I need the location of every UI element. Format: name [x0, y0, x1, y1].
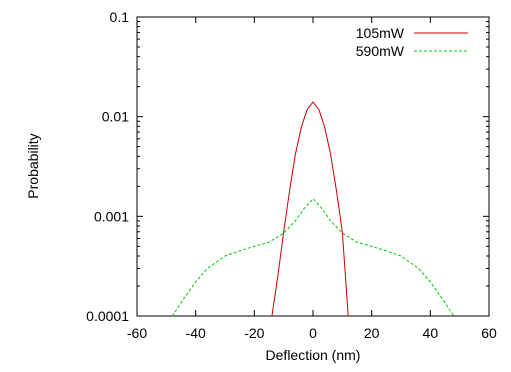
x-tick-label: 60	[481, 325, 497, 341]
x-tick-label: 20	[364, 325, 380, 341]
x-tick-label: 0	[309, 325, 317, 341]
y-tick-label: 0.001	[94, 208, 129, 224]
ticks	[136, 16, 490, 317]
y-axis-label: Probability	[25, 133, 41, 198]
x-tick-label: 40	[423, 325, 439, 341]
x-tick-label: -60	[127, 325, 147, 341]
legend: 105mW 590mW	[356, 25, 468, 59]
x-tick-label: -40	[186, 325, 206, 341]
legend-label: 590mW	[356, 43, 405, 59]
y-tick-label: 0.01	[102, 109, 129, 125]
tick-labels: -60 -40 -20 0 20 40 60 0.0001 0.001 0.01 0.1	[86, 9, 497, 341]
plot-frame	[136, 16, 490, 317]
x-tick-label: -20	[244, 325, 264, 341]
x-axis-label: Deflection (nm)	[266, 347, 361, 363]
y-tick-label: 0.1	[110, 9, 130, 25]
legend-label: 105mW	[356, 25, 405, 41]
series-line-590mW	[171, 198, 455, 317]
y-tick-label: 0.0001	[86, 308, 129, 324]
series-lines	[171, 101, 455, 317]
series-line-105mW	[271, 101, 349, 317]
